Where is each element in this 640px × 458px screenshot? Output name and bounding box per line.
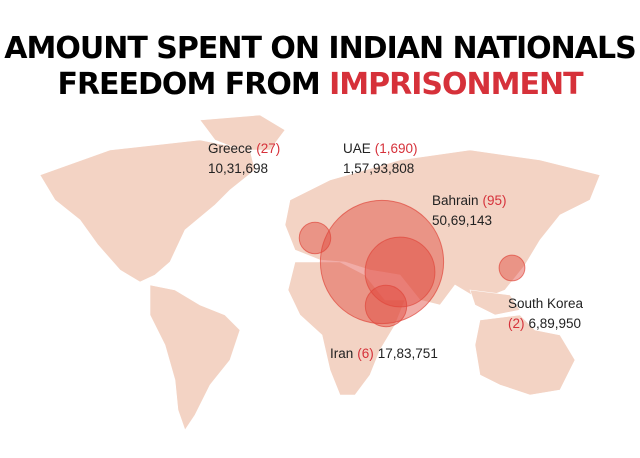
- country-name: UAE: [343, 141, 371, 156]
- bubble: [364, 284, 408, 328]
- count-label: (2): [508, 316, 525, 331]
- country-label: Bahrain (95): [432, 193, 507, 208]
- country-label: Greece (27): [208, 141, 280, 156]
- count-label: (1,690): [375, 141, 418, 156]
- title-line: FREEDOM FROM IMPRISONMENT: [57, 67, 584, 102]
- country-name: Greece: [208, 141, 252, 156]
- amount-label: 1,57,93,808: [343, 161, 414, 176]
- country-label: (2) 6,89,950: [508, 316, 581, 331]
- bubbles: [298, 199, 526, 328]
- country-name: South Korea: [508, 296, 584, 311]
- count-label: (95): [483, 193, 507, 208]
- title-highlight: IMPRISONMENT: [329, 67, 584, 102]
- bubble: [319, 199, 445, 325]
- count-label: (6): [357, 346, 374, 361]
- title-text: FREEDOM FROM: [57, 67, 319, 102]
- amount-label: 10,31,698: [208, 161, 268, 176]
- bubble: [498, 254, 526, 282]
- count-label: (27): [256, 141, 280, 156]
- title-line: AMOUNT SPENT ON INDIAN NATIONALS: [4, 31, 635, 66]
- world-map: [39, 114, 601, 431]
- country-name: Bahrain: [432, 193, 479, 208]
- country-label: UAE (1,690): [343, 141, 418, 156]
- amount-label: 17,83,751: [378, 346, 438, 361]
- bubble: [364, 236, 436, 308]
- country-label: Iran (6) 17,83,751: [330, 346, 438, 361]
- amount-label: 50,69,143: [432, 213, 492, 228]
- amount-label: 6,89,950: [529, 316, 582, 331]
- country-name: Iran: [330, 346, 353, 361]
